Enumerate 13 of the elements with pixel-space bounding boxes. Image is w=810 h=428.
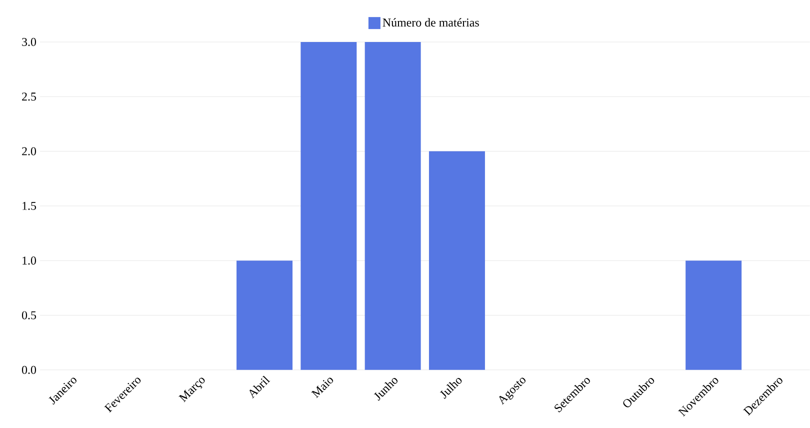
y-tick-label: 3.0 (22, 38, 36, 46)
bar (686, 260, 742, 370)
bar (300, 42, 357, 370)
bar (428, 151, 485, 370)
legend-label: Número de matérias (382, 18, 479, 27)
y-tick-label: 2.0 (22, 147, 36, 156)
y-tick-label: 1.5 (22, 202, 36, 210)
bar (236, 260, 293, 370)
y-tick-label: 2.5 (22, 92, 36, 101)
y-tick-label: 1.0 (22, 256, 36, 265)
y-tick-label: 0.0 (22, 366, 36, 374)
bar (364, 42, 421, 370)
y-tick-label: 0.5 (22, 311, 36, 320)
